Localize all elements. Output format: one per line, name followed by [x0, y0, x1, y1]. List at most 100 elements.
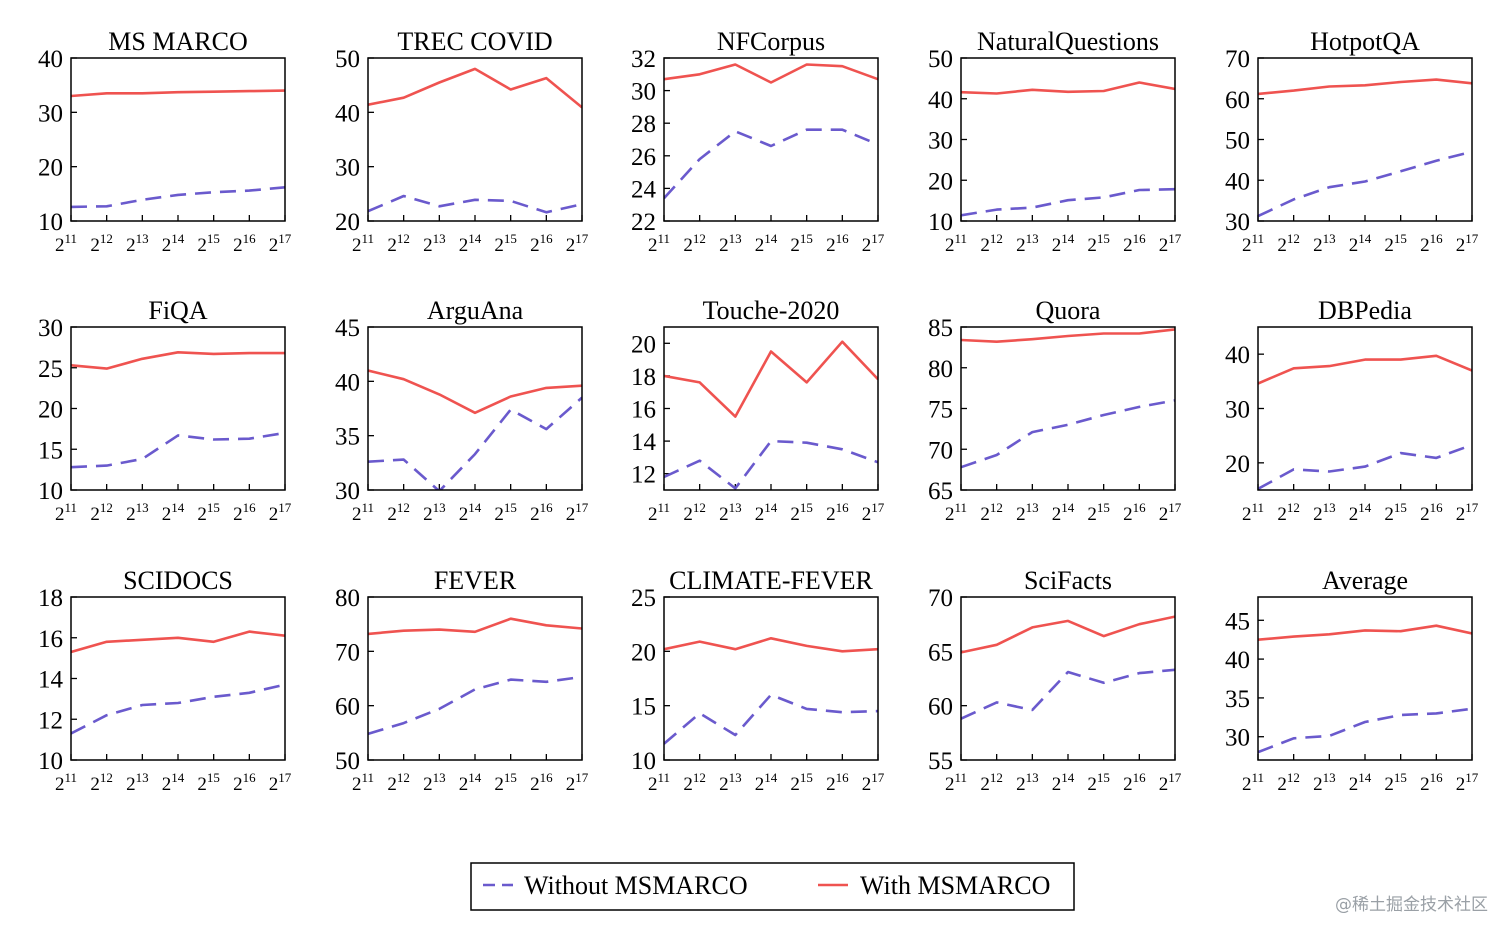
- x-tick-label: 215: [494, 231, 516, 256]
- x-tick-label: 212: [980, 231, 1003, 256]
- x-tick-label: 211: [55, 231, 77, 256]
- x-tick-label: 212: [1277, 770, 1300, 795]
- series-line-with-msmarco: [71, 89, 285, 98]
- x-tick-label: 217: [269, 231, 292, 256]
- y-tick-label: 40: [928, 87, 953, 114]
- y-tick-label: 40: [38, 46, 63, 73]
- series-line-without-msmarco: [961, 399, 1175, 469]
- x-tick-label: 212: [980, 770, 1003, 795]
- series-line-with-msmarco: [664, 340, 878, 418]
- x-tick-label: 213: [1016, 231, 1039, 256]
- x-tick-label: 211: [945, 500, 967, 525]
- x-tick-label: 215: [1087, 231, 1110, 256]
- subplot-title: SciFacts: [1024, 566, 1112, 595]
- x-tick-label: 214: [755, 770, 778, 795]
- x-tick-label: 213: [1313, 231, 1336, 256]
- subplot-title: NaturalQuestions: [977, 27, 1159, 56]
- x-tick-label: 214: [1349, 500, 1372, 525]
- x-tick-label: 214: [162, 231, 185, 256]
- x-tick-label: 212: [683, 500, 706, 525]
- y-tick-label: 26: [631, 144, 656, 171]
- x-tick-label: 214: [755, 231, 778, 256]
- y-tick-label: 70: [1225, 46, 1250, 73]
- x-tick-label: 212: [387, 770, 410, 795]
- axes-frame: [1257, 57, 1473, 222]
- x-tick-label: 213: [126, 231, 149, 256]
- x-tick-label: 211: [945, 770, 967, 795]
- y-tick-label: 16: [38, 626, 63, 653]
- x-tick-label: 216: [826, 500, 849, 525]
- y-tick-label: 60: [928, 694, 953, 721]
- y-tick-label: 50: [928, 46, 953, 73]
- series-line-with-msmarco: [961, 615, 1175, 654]
- x-tick-label: 216: [1420, 231, 1443, 256]
- y-tick-label: 10: [38, 478, 63, 505]
- subplot-naturalquestions: NaturalQuestions 10 20 30 40 50 211 212 213 214 21…: [928, 27, 1182, 256]
- series-line-with-msmarco: [664, 636, 878, 653]
- x-tick-label: 214: [162, 500, 185, 525]
- series-line-without-msmarco: [961, 668, 1175, 720]
- subplot-title: CLIMATE-FEVER: [669, 566, 873, 595]
- y-tick-label: 20: [631, 639, 656, 666]
- y-tick-label: 30: [38, 315, 63, 342]
- axes-frame: [960, 596, 1176, 761]
- x-tick-label: 217: [1456, 770, 1479, 795]
- y-tick-label: 22: [631, 209, 656, 236]
- y-tick-label: 40: [1225, 342, 1250, 369]
- subplot-arguana: ArguAna 30 35 40 45 211 212 213 214 215 216 217: [335, 296, 589, 525]
- y-tick-label: 80: [335, 585, 360, 612]
- x-tick-label: 211: [352, 770, 374, 795]
- x-tick-label: 217: [269, 500, 292, 525]
- y-tick-label: 32: [631, 46, 656, 73]
- subplot-title: ArguAna: [427, 296, 524, 325]
- subplot-scifacts: SciFacts 55 60 65 70 211 212 213 214 215 216 217: [928, 566, 1182, 795]
- x-tick-label: 215: [790, 231, 813, 256]
- y-tick-label: 20: [38, 397, 63, 424]
- y-tick-label: 20: [631, 331, 656, 358]
- x-tick-label: 214: [1052, 770, 1075, 795]
- x-tick-label: 213: [423, 770, 446, 795]
- y-tick-label: 70: [928, 437, 953, 464]
- y-tick-label: 40: [335, 100, 360, 127]
- axes-frame: [663, 57, 879, 222]
- x-tick-label: 215: [494, 500, 516, 525]
- y-tick-label: 30: [38, 100, 63, 127]
- y-tick-label: 35: [1225, 686, 1250, 713]
- watermark: @稀土掘金技术社区: [1335, 895, 1488, 915]
- y-tick-label: 30: [631, 79, 656, 106]
- x-tick-label: 211: [945, 231, 967, 256]
- y-tick-label: 85: [928, 315, 953, 342]
- subplot-nfcorpus: NFCorpus 22 24 26 28 30 32 211 212 213 214 215 216 21…: [631, 27, 885, 256]
- series-line-with-msmarco: [71, 350, 285, 370]
- x-tick-label: 213: [719, 770, 742, 795]
- x-tick-label: 216: [1123, 231, 1146, 256]
- subplot-touche-2020: Touche-2020 12 14 16 18 20 211 212 213 214 215 216 2…: [631, 296, 885, 525]
- y-tick-label: 15: [631, 694, 656, 721]
- x-tick-label: 213: [1016, 770, 1039, 795]
- y-tick-label: 50: [1225, 128, 1250, 155]
- x-tick-label: 215: [790, 500, 813, 525]
- x-tick-label: 214: [1349, 231, 1372, 256]
- x-tick-label: 217: [269, 770, 292, 795]
- y-tick-label: 16: [631, 397, 656, 424]
- x-tick-label: 217: [862, 500, 885, 525]
- series-line-without-msmarco: [664, 128, 878, 200]
- series-line-without-msmarco: [1258, 150, 1472, 218]
- x-tick-label: 212: [90, 231, 113, 256]
- subplot-trec-covid: TREC COVID 20 30 40 50 211 212 213 214 215 216 217: [335, 27, 589, 256]
- y-tick-label: 45: [1225, 608, 1250, 635]
- y-tick-label: 30: [335, 155, 360, 182]
- y-tick-label: 30: [928, 128, 953, 155]
- y-tick-label: 40: [335, 369, 360, 396]
- x-tick-label: 214: [1052, 500, 1075, 525]
- y-tick-label: 60: [1225, 87, 1250, 114]
- series-line-with-msmarco: [368, 369, 582, 415]
- subplot-quora: Quora 65 70 75 80 85 211 212 213 214 215 216 217: [928, 296, 1182, 525]
- x-tick-label: 211: [1242, 770, 1264, 795]
- series-line-without-msmarco: [961, 187, 1175, 217]
- x-tick-label: 217: [1159, 500, 1182, 525]
- x-tick-label: 214: [162, 770, 185, 795]
- series-line-without-msmarco: [664, 693, 878, 745]
- x-tick-label: 213: [1313, 770, 1336, 795]
- x-tick-label: 215: [197, 770, 220, 795]
